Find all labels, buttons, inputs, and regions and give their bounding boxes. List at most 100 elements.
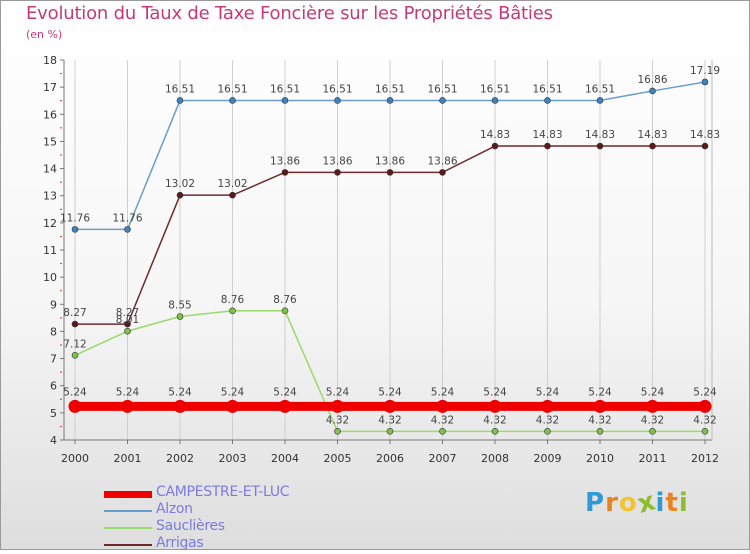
data-label-saucli-res: 7.12 bbox=[63, 338, 86, 350]
data-label-saucli-res: 8.01 bbox=[116, 314, 139, 326]
data-label-alzon: 16.51 bbox=[270, 83, 300, 95]
y-tick-label: 7 bbox=[50, 353, 57, 366]
x-tick-label: 2007 bbox=[429, 452, 457, 465]
data-point-alzon bbox=[334, 97, 341, 104]
logo-letter: P bbox=[585, 488, 606, 518]
data-label-campestre-et-luc: 5.24 bbox=[588, 386, 612, 398]
data-label-saucli-res: 4.32 bbox=[378, 414, 401, 426]
data-label-arrigas: 13.86 bbox=[375, 155, 405, 167]
data-point-campestre-et-luc bbox=[383, 399, 397, 413]
data-point-arrigas bbox=[596, 142, 604, 150]
y-tick-label: 5 bbox=[50, 407, 57, 420]
y-tick-label: 13 bbox=[43, 190, 57, 203]
data-point-alzon bbox=[491, 97, 499, 104]
data-label-alzon: 16.51 bbox=[375, 83, 405, 95]
data-label-alzon: 16.51 bbox=[217, 83, 247, 95]
data-label-arrigas: 13.02 bbox=[217, 178, 247, 190]
x-tick-label: 2006 bbox=[376, 452, 404, 465]
data-label-saucli-res: 4.32 bbox=[483, 414, 506, 426]
data-point-campestre-et-luc bbox=[173, 399, 187, 413]
data-label-campestre-et-luc: 5.24 bbox=[116, 386, 140, 398]
data-point-campestre-et-luc bbox=[593, 399, 607, 413]
logo-letter: r bbox=[605, 488, 619, 518]
x-tick-label: 2000 bbox=[61, 452, 89, 465]
data-label-saucli-res: 8.55 bbox=[168, 300, 191, 312]
data-point-saucli-res bbox=[491, 428, 499, 435]
y-tick-label: 8 bbox=[50, 325, 57, 338]
data-point-campestre-et-luc bbox=[488, 399, 502, 413]
legend-label: Arrigas bbox=[156, 535, 204, 551]
data-point-saucli-res bbox=[176, 313, 184, 320]
data-point-arrigas bbox=[491, 142, 499, 150]
data-label-saucli-res: 8.76 bbox=[273, 294, 297, 306]
data-point-arrigas bbox=[334, 169, 341, 176]
data-point-campestre-et-luc bbox=[646, 399, 659, 413]
data-point-campestre-et-luc bbox=[436, 399, 449, 413]
data-label-arrigas: 8.27 bbox=[116, 307, 139, 319]
data-point-alzon bbox=[229, 97, 236, 104]
data-label-arrigas: 13.86 bbox=[427, 155, 457, 167]
data-point-alzon bbox=[439, 97, 446, 104]
data-point-arrigas bbox=[281, 169, 289, 176]
legend-label: CAMPESTRE-ET-LUC bbox=[156, 484, 290, 500]
data-point-saucli-res bbox=[386, 428, 394, 435]
data-label-arrigas: 14.83 bbox=[480, 129, 510, 141]
data-point-arrigas bbox=[124, 320, 131, 328]
data-point-campestre-et-luc bbox=[331, 399, 344, 413]
data-label-alzon: 16.86 bbox=[637, 74, 667, 86]
data-point-arrigas bbox=[649, 142, 656, 150]
data-label-campestre-et-luc: 5.24 bbox=[273, 386, 297, 398]
y-tick-label: 16 bbox=[43, 108, 57, 121]
data-point-alzon bbox=[176, 97, 184, 104]
data-label-saucli-res: 4.32 bbox=[588, 414, 611, 426]
data-point-saucli-res bbox=[229, 307, 236, 315]
data-point-saucli-res bbox=[701, 428, 709, 435]
data-point-arrigas bbox=[176, 191, 184, 199]
y-tick-label: 18 bbox=[43, 54, 57, 67]
legend-swatch bbox=[104, 510, 152, 512]
legend-swatch bbox=[104, 490, 152, 498]
data-label-arrigas: 14.83 bbox=[585, 129, 615, 141]
y-tick-label: 10 bbox=[43, 271, 57, 284]
chart-unit: (en %) bbox=[26, 28, 63, 41]
data-point-campestre-et-luc bbox=[121, 399, 134, 413]
x-tick-label: 2008 bbox=[481, 452, 509, 465]
data-point-alzon bbox=[649, 87, 656, 95]
x-tick-label: 2004 bbox=[271, 452, 299, 465]
data-label-alzon: 11.76 bbox=[60, 212, 90, 224]
data-point-arrigas bbox=[544, 142, 551, 150]
data-point-alzon bbox=[701, 78, 709, 86]
y-tick-label: 12 bbox=[43, 217, 57, 230]
x-tick-label: 2009 bbox=[534, 452, 562, 465]
data-label-alzon: 16.51 bbox=[480, 83, 510, 95]
data-point-campestre-et-luc bbox=[541, 399, 554, 413]
data-label-campestre-et-luc: 5.24 bbox=[536, 386, 560, 398]
data-label-campestre-et-luc: 5.24 bbox=[221, 386, 245, 398]
y-tick-label: 9 bbox=[50, 298, 57, 311]
data-point-campestre-et-luc bbox=[698, 399, 712, 413]
data-label-campestre-et-luc: 5.24 bbox=[641, 386, 665, 398]
y-tick-label: 6 bbox=[50, 380, 57, 393]
data-point-arrigas bbox=[229, 191, 236, 199]
x-tick-label: 2011 bbox=[639, 452, 667, 465]
logo-letter: t bbox=[665, 488, 679, 518]
data-label-campestre-et-luc: 5.24 bbox=[483, 386, 507, 398]
data-label-alzon: 11.76 bbox=[112, 212, 142, 224]
y-tick-label: 14 bbox=[43, 163, 57, 176]
data-point-alzon bbox=[71, 226, 79, 233]
data-point-alzon bbox=[124, 226, 131, 233]
data-point-campestre-et-luc bbox=[68, 399, 82, 413]
data-point-saucli-res bbox=[281, 307, 289, 315]
y-tick-label: 17 bbox=[43, 81, 57, 94]
data-label-campestre-et-luc: 5.24 bbox=[431, 386, 455, 398]
data-point-alzon bbox=[544, 97, 551, 104]
x-tick-label: 2002 bbox=[166, 452, 194, 465]
data-label-saucli-res: 8.76 bbox=[221, 294, 245, 306]
data-label-arrigas: 13.86 bbox=[322, 155, 352, 167]
data-point-alzon bbox=[281, 97, 289, 104]
data-point-alzon bbox=[596, 97, 604, 104]
x-tick-label: 2005 bbox=[324, 452, 352, 465]
logo-letter: i bbox=[655, 488, 666, 518]
data-label-alzon: 17.19 bbox=[690, 65, 720, 77]
proxiti-logo: Proxiti bbox=[585, 486, 689, 520]
